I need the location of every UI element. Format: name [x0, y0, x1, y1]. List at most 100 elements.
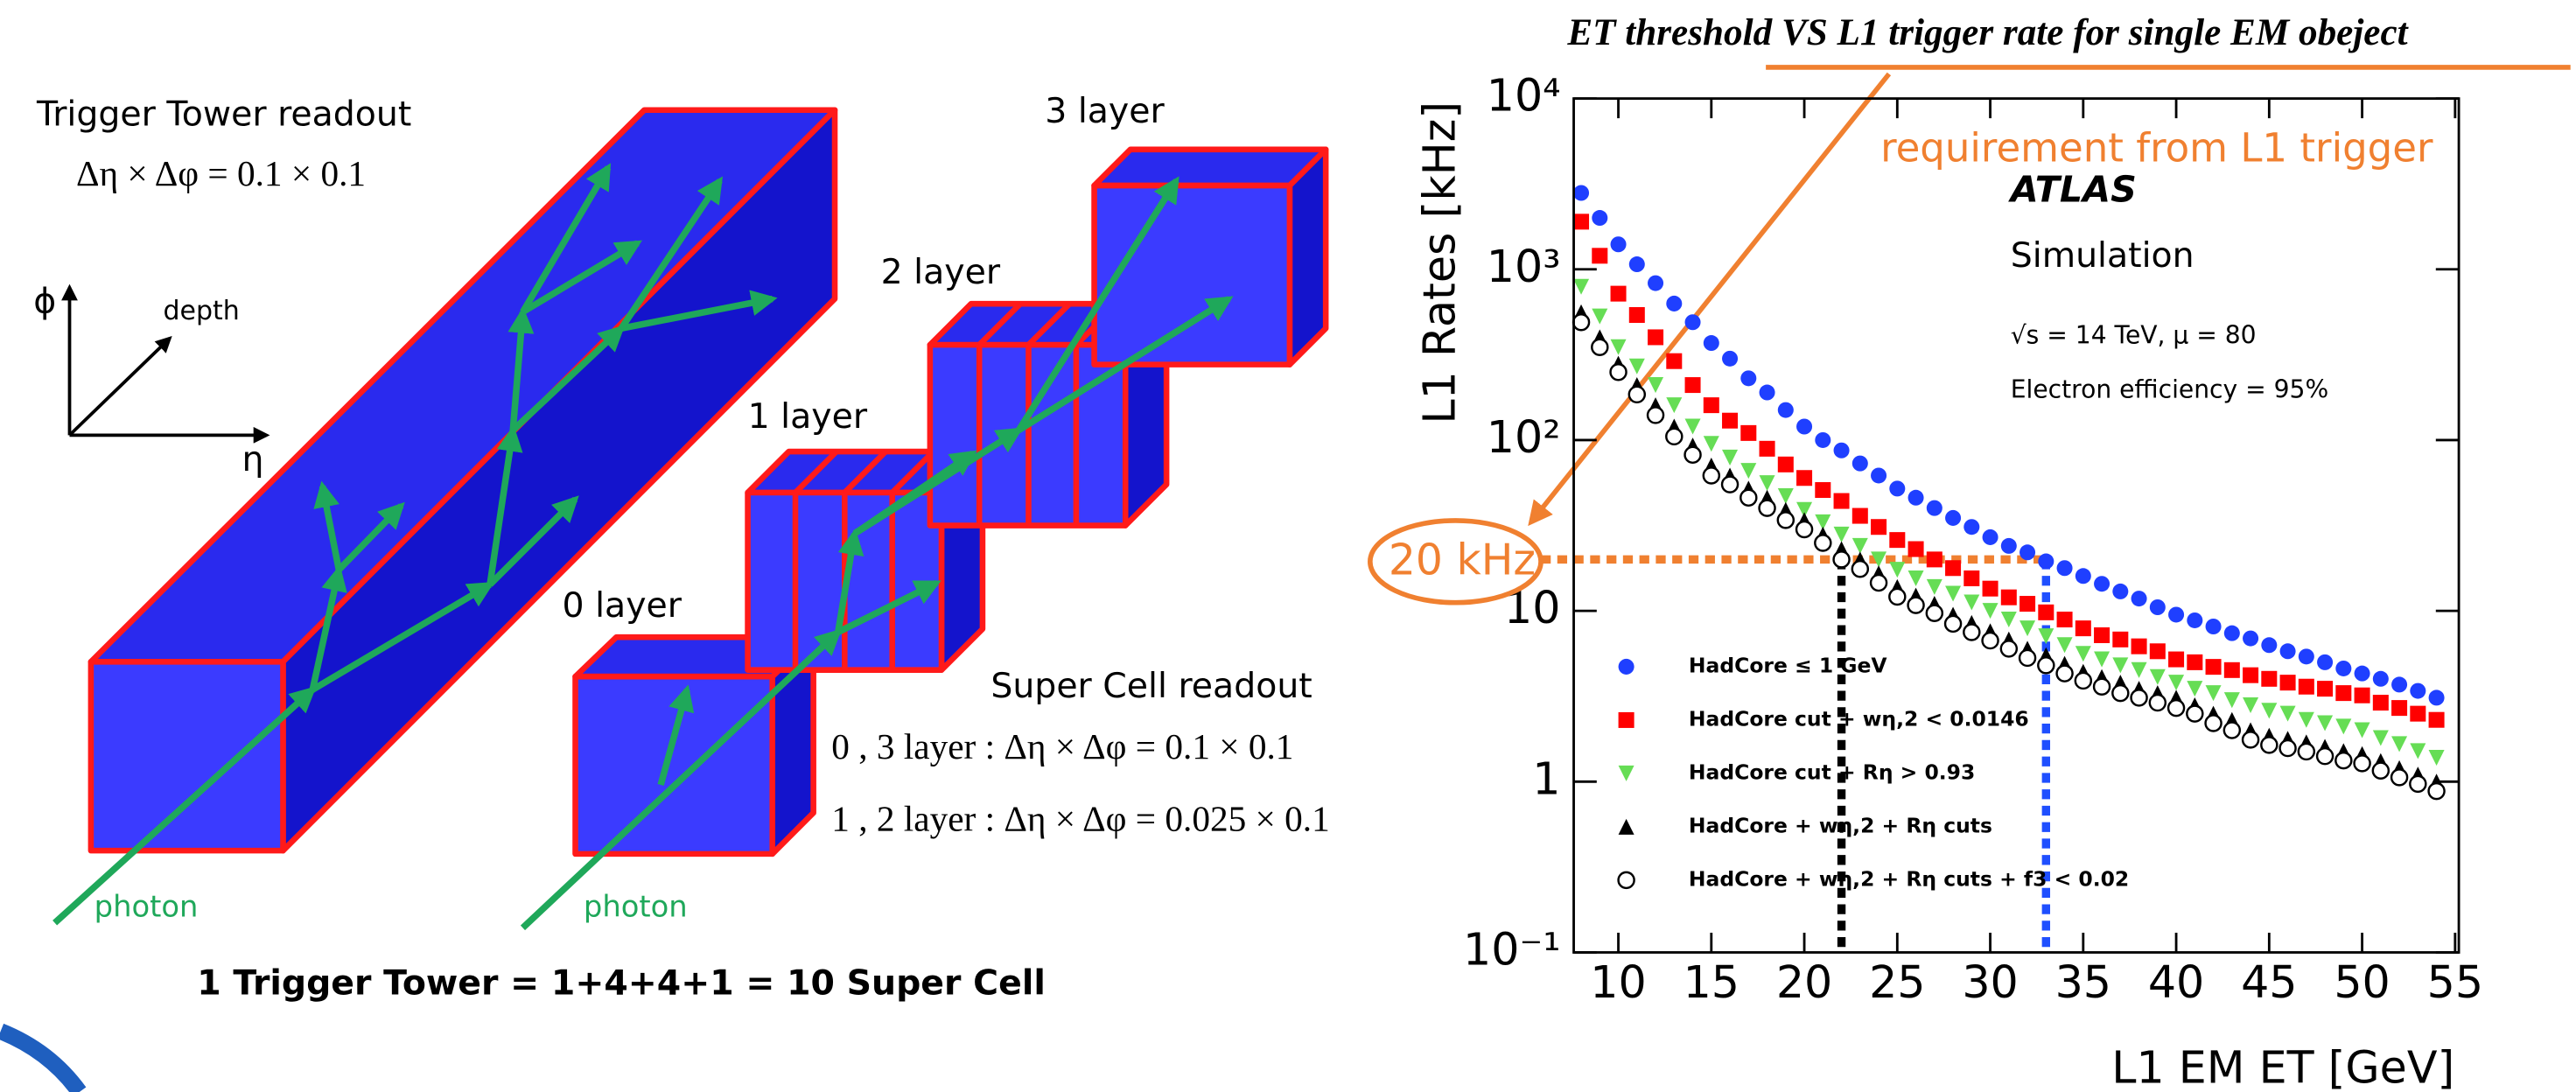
point — [2205, 685, 2222, 702]
point — [2315, 746, 2334, 766]
layer-label: 3 layer — [1045, 91, 1165, 131]
point — [1851, 559, 1870, 578]
point — [1628, 256, 1645, 273]
point — [1889, 532, 1906, 549]
point — [1591, 338, 1609, 356]
point — [1871, 467, 1887, 484]
point — [2204, 714, 2222, 732]
y-axis-title: L1 Rates [kHz] — [1413, 102, 1465, 424]
point — [1722, 412, 1739, 429]
point — [1666, 397, 1683, 414]
point — [1592, 308, 1608, 325]
point — [1648, 275, 1664, 291]
point — [1889, 562, 1906, 578]
point — [2112, 657, 2129, 674]
shower-arrows — [52, 163, 1234, 931]
point — [2149, 643, 2166, 660]
layer-label: 0 layer — [563, 585, 682, 626]
point — [2409, 774, 2427, 794]
point — [1981, 631, 1999, 650]
annotation: √s = 14 TeV, μ = 80 — [2011, 321, 2257, 350]
point — [1776, 511, 1796, 529]
point — [2205, 618, 2222, 634]
point — [1795, 520, 1814, 539]
point — [1628, 306, 1645, 324]
point — [1945, 509, 1962, 526]
point — [1592, 210, 1608, 227]
point — [1908, 541, 1924, 557]
point — [1964, 570, 1980, 586]
point — [2075, 568, 2091, 584]
x-tick-label: 50 — [2334, 956, 2390, 1008]
threshold-label: 20 kHz — [1389, 536, 1536, 585]
point — [1832, 550, 1851, 569]
x-tick-label: 25 — [1869, 956, 1925, 1008]
annotation: Simulation — [2011, 235, 2194, 276]
point — [1740, 370, 1757, 387]
point — [1592, 248, 1608, 264]
point — [2020, 596, 2036, 612]
point — [2000, 537, 2017, 554]
y-tick-label: 10³ — [1487, 241, 1561, 292]
legend-label: HadCore cut + wη,2 < 0.0146 — [1689, 706, 2029, 731]
point — [1869, 573, 1888, 592]
point — [2094, 651, 2110, 668]
point — [2223, 692, 2240, 709]
summary: 1 Trigger Tower = 1+4+4+1 = 10 Super Cel… — [197, 963, 1046, 1004]
point — [2428, 749, 2445, 766]
point — [2391, 700, 2408, 717]
point — [1833, 526, 1850, 542]
point — [1982, 580, 1998, 597]
tower-granularity: Δη × Δφ = 0.1 × 0.1 — [76, 153, 366, 193]
point — [2222, 721, 2242, 739]
point — [2056, 611, 2073, 628]
point — [1573, 278, 1590, 295]
point — [2279, 643, 2296, 660]
x-tick-label: 45 — [2241, 956, 2297, 1008]
point — [1926, 578, 1942, 595]
legend-marker — [1618, 711, 1634, 728]
point — [1815, 482, 1831, 499]
point — [1610, 285, 1627, 302]
x-tick-label: 55 — [2427, 956, 2483, 1008]
point — [2000, 589, 2017, 606]
axis-phi: ϕ — [33, 282, 56, 322]
point — [2428, 690, 2445, 706]
legend-marker — [1618, 818, 1634, 835]
point — [2279, 705, 2296, 722]
point — [1759, 384, 1775, 401]
x-tick-label: 35 — [2055, 956, 2111, 1008]
point — [2241, 731, 2260, 749]
point — [1628, 385, 1647, 404]
point — [2075, 620, 2091, 637]
point — [2391, 676, 2408, 693]
coordinate-axes — [61, 284, 270, 444]
point — [1702, 466, 1721, 485]
point — [2131, 638, 2147, 654]
point — [2223, 662, 2240, 678]
point — [2260, 736, 2278, 754]
atlas-label: ATLAS — [2008, 169, 2137, 211]
photon-label: photon — [584, 889, 688, 923]
point — [2317, 654, 2334, 670]
point — [2168, 675, 2185, 691]
point — [1665, 427, 1684, 446]
point — [2372, 730, 2389, 746]
point — [1759, 440, 1775, 457]
point — [1609, 363, 1628, 382]
point — [2018, 648, 2037, 668]
point — [1871, 519, 1887, 536]
point — [1945, 585, 1962, 602]
point — [2261, 637, 2278, 654]
point — [1888, 587, 1907, 606]
point — [2298, 648, 2314, 665]
point — [1871, 551, 1887, 568]
x-tick-label: 10 — [1590, 956, 1646, 1008]
point — [2243, 630, 2259, 647]
point — [2094, 626, 2110, 643]
point — [1684, 418, 1701, 435]
point — [2149, 598, 2166, 616]
supercell-granularity: 0 , 3 layer : Δη × Δφ = 0.1 × 0.1 — [831, 726, 1293, 766]
point — [2223, 625, 2240, 641]
point — [1684, 445, 1702, 465]
